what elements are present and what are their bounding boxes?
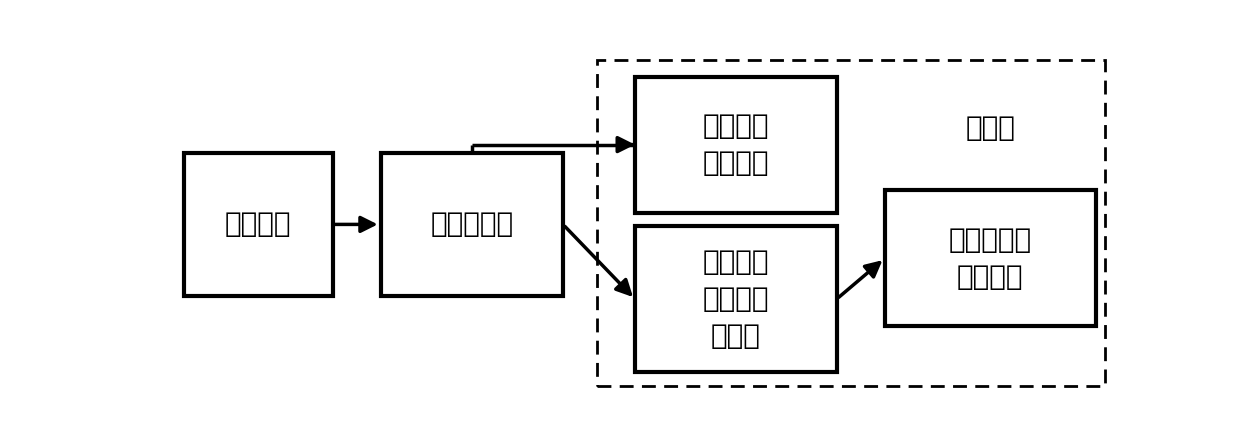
Bar bbox=[183, 153, 332, 296]
Bar bbox=[380, 153, 563, 296]
Bar bbox=[636, 77, 836, 213]
Bar bbox=[636, 226, 836, 372]
Text: 辐射探头: 辐射探头 bbox=[224, 210, 291, 239]
Text: 计算机: 计算机 bbox=[965, 114, 1015, 142]
Bar bbox=[885, 191, 1097, 326]
Text: 能谱显示与
分析模块: 能谱显示与 分析模块 bbox=[949, 226, 1032, 291]
Text: 能谱采集
控制模块: 能谱采集 控制模块 bbox=[703, 112, 769, 177]
Text: 软件多道
脉冲幅度
分析器: 软件多道 脉冲幅度 分析器 bbox=[703, 248, 769, 350]
Text: 高速采集卡: 高速采集卡 bbox=[430, 210, 513, 239]
Bar bbox=[597, 60, 1105, 386]
